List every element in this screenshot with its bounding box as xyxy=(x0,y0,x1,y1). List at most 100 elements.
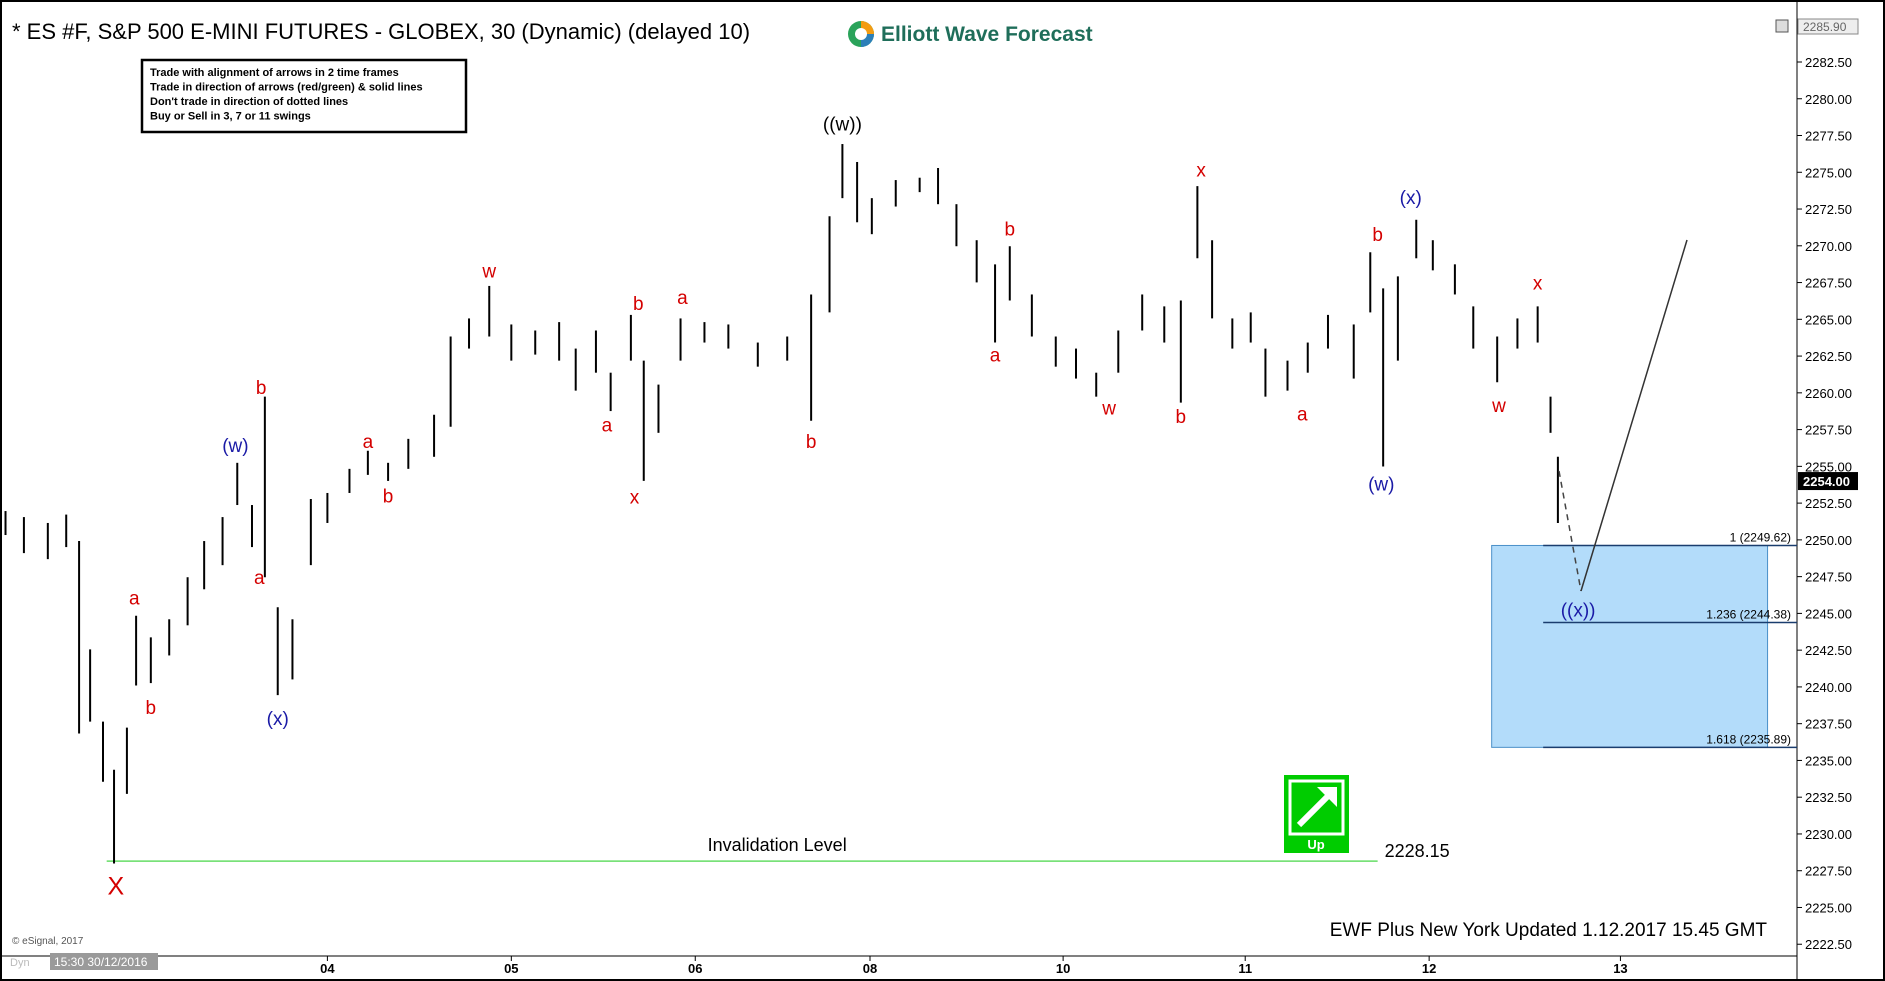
notes-box xyxy=(140,58,468,134)
x-tick-label: 08 xyxy=(863,961,877,976)
y-tick-label: 2247.50 xyxy=(1805,570,1852,585)
wave-label: w xyxy=(1101,399,1116,420)
current-price-box xyxy=(1798,472,1858,491)
wave-label: X xyxy=(108,873,125,901)
notes: Trade with alignment of arrows in 2 time… xyxy=(150,67,423,123)
y-tick-label: 2225.00 xyxy=(1805,900,1852,915)
signal-box xyxy=(1284,775,1349,853)
y-tick-label: 2245.00 xyxy=(1805,606,1852,621)
wave-label: (w) xyxy=(222,436,248,457)
y-tick-label: 2230.00 xyxy=(1805,827,1852,842)
x-tick-label: 11 xyxy=(1238,961,1252,976)
y-tick-label: 2282.50 xyxy=(1805,55,1852,70)
wave-label: b xyxy=(1372,225,1383,246)
fib-label: 1.618 (2235.89) xyxy=(1706,732,1791,746)
y-tick-label: 2262.50 xyxy=(1805,349,1852,364)
x-tick-label: 12 xyxy=(1422,961,1436,976)
y-tick-label: 2222.50 xyxy=(1805,937,1852,952)
note-line: Don't trade in direction of dotted lines xyxy=(150,96,348,108)
invalidation-value: 2228.15 xyxy=(1385,841,1450,861)
wave-label: ((x)) xyxy=(1561,601,1596,622)
logo: Elliott Wave Forecast xyxy=(848,21,1093,47)
x-tick-label: 05 xyxy=(504,961,518,976)
top-price-label: 2285.90 xyxy=(1803,20,1847,34)
footer: EWF Plus New York Updated 1.12.2017 15.4… xyxy=(1330,920,1768,941)
y-tick-label: 2255.00 xyxy=(1805,459,1852,474)
x-tick-label: 06 xyxy=(688,961,702,976)
wave-label: a xyxy=(254,568,265,589)
y-tick-label: 2237.50 xyxy=(1805,717,1852,732)
wave-label: b xyxy=(806,432,817,453)
y-tick-label: 2275.00 xyxy=(1805,165,1852,180)
x-tick-label: 10 xyxy=(1056,961,1070,976)
wave-label: b xyxy=(383,486,394,507)
wave-label: ((w)) xyxy=(823,115,862,136)
projection-line xyxy=(1580,239,1688,592)
signal-label: Up xyxy=(1307,837,1324,852)
projection-dashed xyxy=(1558,470,1582,592)
logo-icon-core xyxy=(855,28,867,40)
wave-label: b xyxy=(256,378,267,399)
wave-label: b xyxy=(1004,219,1015,240)
x-tick-label: 13 xyxy=(1613,961,1627,976)
y-tick-label: 2227.50 xyxy=(1805,864,1852,879)
current-price-label: 2254.00 xyxy=(1803,474,1850,489)
wave-label: w xyxy=(1491,396,1506,417)
y-tick-label: 2235.00 xyxy=(1805,753,1852,768)
bars-layer xyxy=(4,144,1559,864)
note-line: Buy or Sell in 3, 7 or 11 swings xyxy=(150,111,311,123)
y-tick-label: 2270.00 xyxy=(1805,239,1852,254)
cursor-label: 15:30 30/12/2016 xyxy=(54,955,148,969)
wave-label: (x) xyxy=(267,709,289,730)
signal-frame xyxy=(1288,779,1345,836)
top-price-box xyxy=(1797,18,1859,35)
fib-label: 1.236 (2244.38) xyxy=(1706,608,1791,622)
study-label: Dyn xyxy=(10,957,30,969)
logo-text: Elliott Wave Forecast xyxy=(881,23,1093,46)
y-tick-label: 2277.50 xyxy=(1805,129,1852,144)
note-line: Trade with alignment of arrows in 2 time… xyxy=(150,67,399,79)
x-tick-label: 04 xyxy=(320,961,335,976)
y-tick-label: 2265.00 xyxy=(1805,312,1852,327)
y-tick-label: 2242.50 xyxy=(1805,643,1852,658)
fib-label: 1 (2249.62) xyxy=(1730,530,1791,544)
invalidation-label: Invalidation Level xyxy=(708,835,847,855)
y-tick-label: 2260.00 xyxy=(1805,386,1852,401)
wave-label: (w) xyxy=(1368,474,1394,495)
window-button[interactable] xyxy=(1775,19,1789,33)
y-tick-label: 2257.50 xyxy=(1805,423,1852,438)
y-tick-label: 2240.00 xyxy=(1805,680,1852,695)
y-tick-label: 2280.00 xyxy=(1805,92,1852,107)
wave-label: (x) xyxy=(1400,188,1422,209)
cursor-box xyxy=(50,953,158,970)
signal-icon: Up xyxy=(1284,775,1349,853)
wave-label: x xyxy=(630,487,640,508)
y-tick-label: 2250.00 xyxy=(1805,533,1852,548)
y-tick-label: 2252.50 xyxy=(1805,496,1852,511)
note-line: Trade in direction of arrows (red/green)… xyxy=(150,82,423,94)
y-tick-label: 2272.50 xyxy=(1805,202,1852,217)
wave-label: b xyxy=(633,294,644,315)
wave-label: a xyxy=(129,589,140,610)
y-tick-label: 2267.50 xyxy=(1805,276,1852,291)
wave-label: x xyxy=(1196,160,1206,181)
wave-label: a xyxy=(602,415,613,436)
target-zone xyxy=(1491,544,1769,748)
wave-label: b xyxy=(1176,407,1187,428)
wave-label: a xyxy=(990,346,1001,367)
wave-label: a xyxy=(363,432,374,453)
wave-label: b xyxy=(146,698,157,719)
zone-layer xyxy=(106,544,1797,862)
wave-label: w xyxy=(481,261,496,282)
signal-arrowhead xyxy=(1317,787,1337,807)
wave-label: a xyxy=(677,288,688,309)
wave-label: x xyxy=(1533,273,1543,294)
annotation-layer: 1 (2249.62) 1.236 (2244.38) 1.618 (2235.89… xyxy=(108,115,1791,901)
copyright: © eSignal, 2017 xyxy=(12,936,84,947)
y-tick-label: 2232.50 xyxy=(1805,790,1852,805)
chart-title: * ES #F, S&P 500 E-MINI FUTURES - GLOBEX… xyxy=(12,19,750,44)
